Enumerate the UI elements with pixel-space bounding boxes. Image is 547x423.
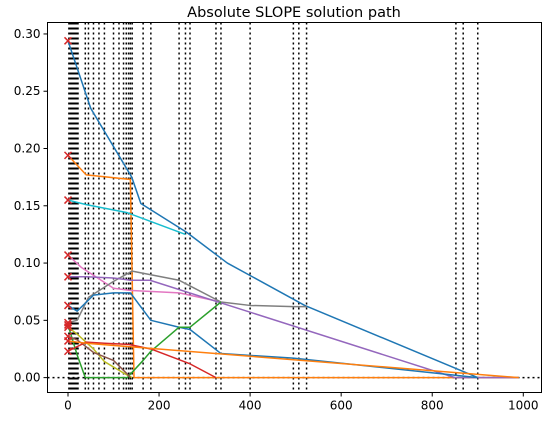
- series-line-5: [67, 270, 307, 324]
- start-markers: [63, 36, 73, 356]
- y-tick-label: 0.05: [14, 313, 41, 327]
- series-line-1: [67, 40, 519, 379]
- chart-title: Absolute SLOPE solution path: [187, 5, 401, 21]
- series-line-4: [67, 254, 222, 303]
- series-line-11: [67, 341, 217, 379]
- start-marker: [63, 336, 73, 345]
- series-line-10: [67, 335, 131, 379]
- y-tick-label: 0.30: [14, 27, 41, 41]
- start-marker: [63, 320, 73, 329]
- x-tick-label: 200: [148, 399, 171, 413]
- x-tick-label: 400: [239, 399, 262, 413]
- series-line-6: [67, 276, 519, 379]
- x-tick-label: 0: [64, 399, 72, 413]
- series-lines: [67, 40, 519, 379]
- y-tick-label: 0.10: [14, 256, 41, 270]
- vertical-lines: [68, 22, 479, 393]
- start-marker: [63, 301, 73, 310]
- start-marker: [63, 272, 73, 281]
- plot-frame: [47, 22, 542, 393]
- x-tick-label: 600: [330, 399, 353, 413]
- y-axis: 0.00 0.05 0.10 0.15 0.20 0.25 0.30: [14, 27, 48, 385]
- start-marker: [63, 196, 73, 205]
- series-line-12: [67, 340, 519, 379]
- start-marker: [63, 323, 73, 332]
- x-tick-label: 800: [421, 399, 444, 413]
- series-line-2: [67, 154, 519, 379]
- x-tick-label: 1000: [508, 399, 539, 413]
- y-tick-label: 0.00: [14, 371, 41, 385]
- y-tick-label: 0.20: [14, 142, 41, 156]
- series-line-3: [67, 199, 186, 236]
- series-line-7: [67, 292, 478, 379]
- y-tick-label: 0.15: [14, 199, 41, 213]
- start-marker: [63, 36, 73, 45]
- y-tick-label: 0.25: [14, 84, 41, 98]
- x-axis: 0 200 400 600 800 1000: [64, 392, 539, 413]
- start-marker: [63, 347, 73, 356]
- series-line-8: [67, 301, 222, 379]
- start-marker: [63, 151, 73, 160]
- start-marker: [63, 251, 73, 260]
